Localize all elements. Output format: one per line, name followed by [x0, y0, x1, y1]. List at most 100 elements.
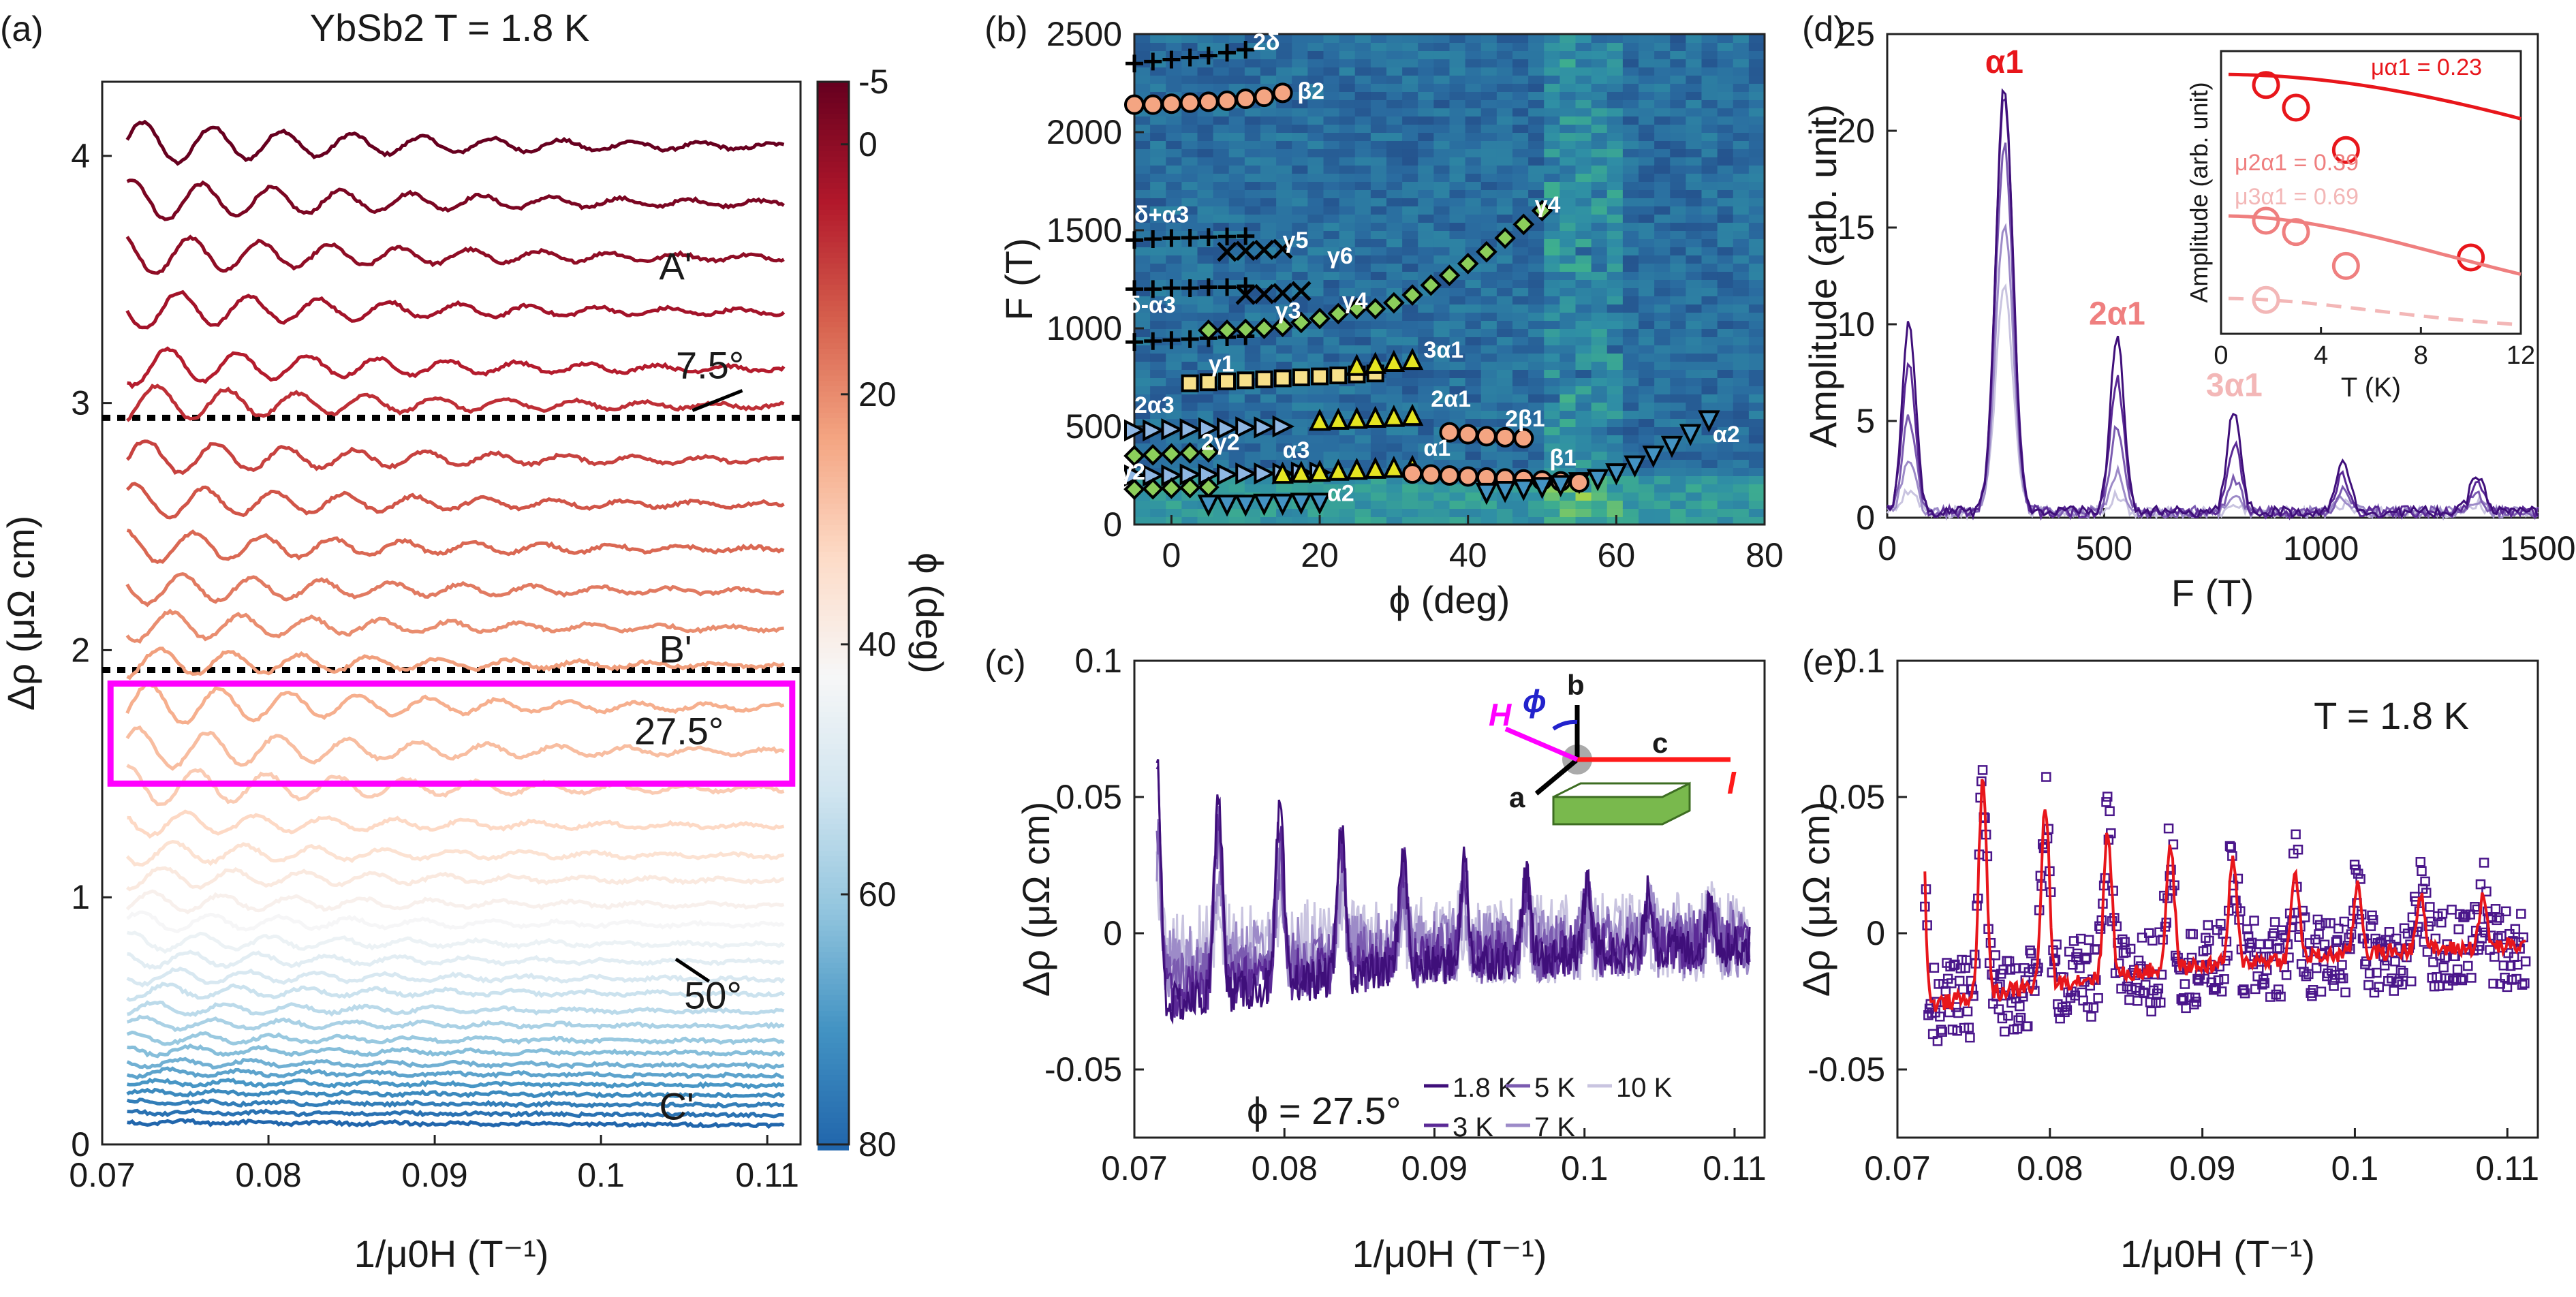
panel-e-data-point [2372, 967, 2382, 978]
panel-b-heat-cell [1244, 337, 1261, 345]
panel-a-colorbar-segment [818, 445, 849, 451]
panel-b-heat-cell [1748, 214, 1765, 223]
panel-b-heat-cell [1465, 337, 1482, 345]
panel-b-heat-cell [1465, 451, 1482, 460]
panel-b-heat-cell [1686, 75, 1703, 84]
panel-b-heat-cell [1733, 255, 1750, 264]
panel-b-heat-cell [1559, 198, 1577, 206]
panel-b-heat-cell [1622, 263, 1639, 272]
panel-b-heat-cell [1339, 255, 1356, 264]
panel-b-heat-cell [1292, 50, 1309, 59]
panel-b-heat-cell [1244, 149, 1261, 157]
panel-b-heat-cell [1402, 484, 1419, 493]
panel-a-colorbar-segment [818, 498, 849, 505]
panel-b-heat-cell [1622, 410, 1639, 419]
panel-b-heat-cell [1292, 451, 1309, 460]
panel-b-heat-cell [1670, 255, 1687, 264]
panel-b-heat-cell [1307, 394, 1324, 403]
panel-b-heat-cell [1228, 410, 1245, 419]
panel-b-heat-cell [1622, 255, 1639, 264]
panel-b-heat-cell [1639, 369, 1656, 378]
panel-a-colorbar-segment [818, 551, 849, 558]
panel-e-data-point [2015, 1001, 2025, 1012]
panel-d-inset-frame [2220, 50, 2522, 335]
panel-b-heat-cell [1260, 124, 1277, 133]
panel-a-curve [127, 1107, 785, 1119]
panel-b-heat-cell [1402, 328, 1419, 337]
panel-b-heat-cell [1402, 206, 1419, 215]
panel-b-branch-label: 2α3 [1134, 392, 1175, 418]
panel-b-heat-cell [1276, 410, 1293, 419]
panel-b-heat-cell [1559, 492, 1577, 501]
panel-e-data-point [2329, 981, 2339, 991]
panel-b-heat-cell [1244, 214, 1261, 223]
panel-b-heat-cell [1197, 165, 1214, 174]
panel-b-heat-cell [1386, 500, 1403, 509]
panel-a-colorbar-segment [818, 364, 849, 371]
panel-b-heat-cell [1213, 402, 1230, 411]
a-ytick-label: 0 [71, 1125, 90, 1163]
panel-b-heat-cell [1307, 34, 1324, 43]
panel-b-heat-cell [1575, 418, 1592, 427]
panel-c-ylabel: Δρ (μΩ cm) [1014, 802, 1057, 997]
panel-b-heat-cell [1323, 34, 1340, 43]
panel-b-heat-cell [1686, 238, 1703, 247]
panel-b-heat-cell [1276, 181, 1293, 190]
panel-b-heat-cell [1354, 67, 1371, 76]
panel-b-heat-cell [1276, 345, 1293, 354]
panel-b-heat-cell [1701, 377, 1718, 386]
panel-b-heat-cell [1686, 108, 1703, 116]
e-xtick-label: 0.07 [1864, 1149, 1930, 1187]
panel-b-heat-cell [1465, 238, 1482, 247]
panel-a-colorbar-segment [818, 824, 849, 830]
panel-b-heat-cell [1591, 500, 1608, 509]
panel-b-heat-cell [1449, 116, 1466, 125]
panel-b-heat-cell [1386, 165, 1403, 174]
panel-b-heat-cell [1480, 320, 1498, 329]
panel-b-heat-cell [1654, 418, 1671, 427]
panel-b-heat-cell [1370, 132, 1387, 141]
panel-b-heat-cell [1639, 492, 1656, 501]
panel-b-heat-cell [1544, 230, 1561, 239]
panel-b-heat-cell [1166, 312, 1183, 321]
panel-b-heat-cell [1622, 50, 1639, 59]
panel-b-heat-cell [1339, 34, 1356, 43]
panel-e-data-point [1932, 1036, 1943, 1046]
panel-b-heat-cell [1654, 173, 1671, 182]
panel-b-heat-cell [1591, 386, 1608, 394]
panel-b-heat-cell [1402, 386, 1419, 394]
panel-b-heat-cell [1354, 222, 1371, 231]
panel-b-marker [1346, 407, 1368, 429]
panel-b-heat-cell [1591, 443, 1608, 452]
panel-b-heat-cell [1701, 198, 1718, 206]
panel-b-heat-cell [1591, 418, 1608, 427]
panel-b-heat-cell [1197, 181, 1214, 190]
panel-b-heat-cell [1639, 475, 1656, 484]
panel-b-heat-cell [1528, 247, 1545, 255]
panel-b-heat-cell [1670, 34, 1687, 43]
panel-b-heat-cell [1670, 516, 1687, 525]
panel-b-heat-cell [1559, 451, 1577, 460]
panel-b-heat-cell [1449, 410, 1466, 419]
panel-b-heat-cell [1717, 222, 1734, 231]
panel-b-heat-cell [1150, 304, 1167, 313]
panel-b-heat-cell [1370, 91, 1387, 100]
panel-b-heat-cell [1228, 214, 1245, 223]
panel-b-heat-cell [1449, 377, 1466, 386]
panel-e-data-point [2081, 952, 2092, 963]
panel-b-heat-cell [1354, 230, 1371, 239]
panel-e-data-point [2360, 959, 2370, 969]
panel-b-heat-cell [1134, 34, 1151, 43]
panel-b-heat-cell [1307, 198, 1324, 206]
panel-b-heat-cell [1528, 140, 1545, 149]
panel-b-heat-cell [1307, 83, 1324, 92]
panel-b-heat-cell [1717, 475, 1734, 484]
panel-b-heat-cell [1339, 345, 1356, 354]
panel-b-heat-cell [1433, 34, 1450, 43]
panel-b-heat-cell [1591, 214, 1608, 223]
panel-a-curve [127, 346, 786, 390]
panel-b-heat-cell [1386, 116, 1403, 125]
panel-b-heat-cell [1591, 492, 1608, 501]
panel-b-marker [1235, 240, 1256, 262]
panel-b-heat-cell [1701, 402, 1718, 411]
